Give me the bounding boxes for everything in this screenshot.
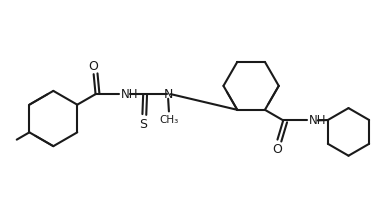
Text: NH: NH — [121, 88, 139, 101]
Text: S: S — [140, 118, 147, 131]
Text: N: N — [163, 88, 173, 101]
Text: O: O — [88, 60, 98, 73]
Text: CH₃: CH₃ — [159, 115, 178, 125]
Text: NH: NH — [309, 114, 327, 127]
Text: O: O — [272, 143, 282, 156]
